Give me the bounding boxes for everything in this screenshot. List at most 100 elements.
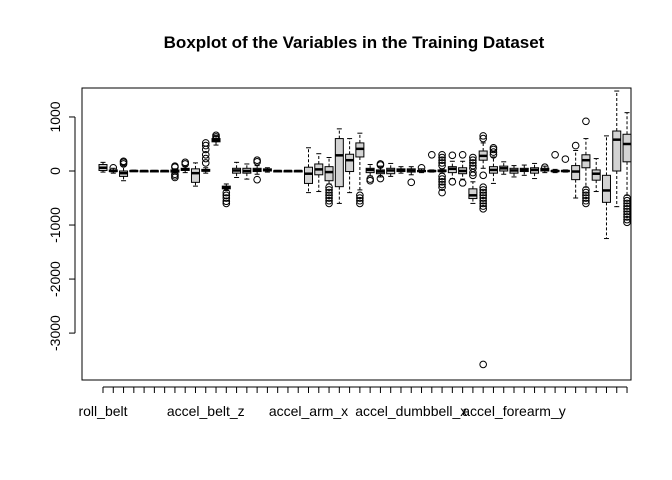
box-44 [540,163,550,174]
outlier-point [623,213,631,221]
outlier-point [356,196,364,205]
outlier-point [448,151,457,160]
outlier-point [469,153,477,162]
y-tick-label: -1000 [47,207,63,243]
box-27 [365,164,375,185]
outlier-point [561,155,570,163]
outlier-point [623,215,631,224]
x-tick-label: roll_belt [78,403,127,419]
outlier-point [582,117,590,126]
box-8 [170,162,180,182]
outlier-point [623,218,631,227]
box-26 [355,132,365,208]
x-axis: roll_belt accel_belt_z accel_arm_x accel_du… [78,386,628,419]
outlier-point [448,178,457,186]
outlier-point [201,139,210,147]
box-40 [499,161,509,175]
y-tick-label: 0 [47,167,63,175]
outlier-point [438,150,446,159]
box-25 [345,138,355,194]
outlier-point [438,172,446,181]
outlier-point [479,134,487,143]
outlier-point [479,360,487,369]
outlier-point [222,197,231,206]
outlier-point [479,183,487,192]
box-3 [119,157,129,182]
box-14 [232,161,242,178]
outlier-point [356,199,364,208]
outlier-point [582,194,590,202]
outlier-point [582,186,590,194]
outlier-point [541,163,549,172]
outlier-point [201,150,210,159]
outlier-point [479,202,487,210]
outlier-point [469,161,477,170]
outlier-point [407,178,416,187]
box-10 [190,162,200,187]
box-4 [129,169,139,173]
box-12 [211,131,221,146]
box-38 [478,132,488,369]
outlier-point [325,191,333,200]
outlier-point [438,153,446,162]
box-body [324,166,334,182]
box-9 [180,158,190,174]
box-47 [571,141,581,199]
x-tick-label: accel_dumbbell_x [355,403,467,419]
box-15 [242,163,252,180]
y-tick-label: -2000 [47,261,63,297]
outlier-point [201,141,210,150]
box-36 [458,150,468,187]
outlier-point [571,141,580,150]
outlier-point [623,205,631,213]
chart-title: Boxplot of the Variables in the Training… [164,33,545,52]
outlier-point [428,150,436,159]
box-33 [427,150,437,173]
outlier-point [325,183,333,192]
box-35 [447,151,457,186]
box-body [601,174,611,203]
outlier-point [479,199,487,208]
outlier-point [325,188,333,197]
outlier-point [253,156,261,164]
box-42 [519,164,529,176]
outlier-point [366,176,374,185]
box-7 [160,169,170,173]
boxes-group [98,90,632,369]
outlier-point [438,188,446,197]
outlier-point [253,175,261,184]
outlier-point [438,183,446,192]
box-32 [417,163,427,174]
outlier-point [171,162,179,170]
outlier-point [469,164,477,173]
outlier-point [489,143,498,152]
box-41 [509,165,519,178]
box-6 [149,169,159,173]
outlier-point [479,196,487,205]
box-17 [262,167,272,173]
box-50 [601,135,611,240]
x-tick-label: accel_forearm_y [462,403,566,419]
outlier-point [356,191,364,200]
outlier-point [417,163,426,172]
box-45 [550,150,560,174]
box-body [622,133,632,163]
box-18 [273,169,283,173]
x-tick-label: accel_arm_x [269,403,348,419]
box-body [304,166,313,184]
box-20 [293,169,303,173]
box-49 [591,158,601,193]
box-34 [437,150,447,197]
outlier-point [479,188,487,197]
outlier-point [201,154,210,163]
box-48 [581,117,591,208]
box-1 [98,161,108,173]
outlier-point [479,171,487,180]
outlier-point [623,207,631,216]
box-body [190,168,200,183]
box-46 [560,155,570,173]
box-2 [108,163,118,174]
outlier-point [489,148,498,156]
outlier-point [325,186,333,194]
